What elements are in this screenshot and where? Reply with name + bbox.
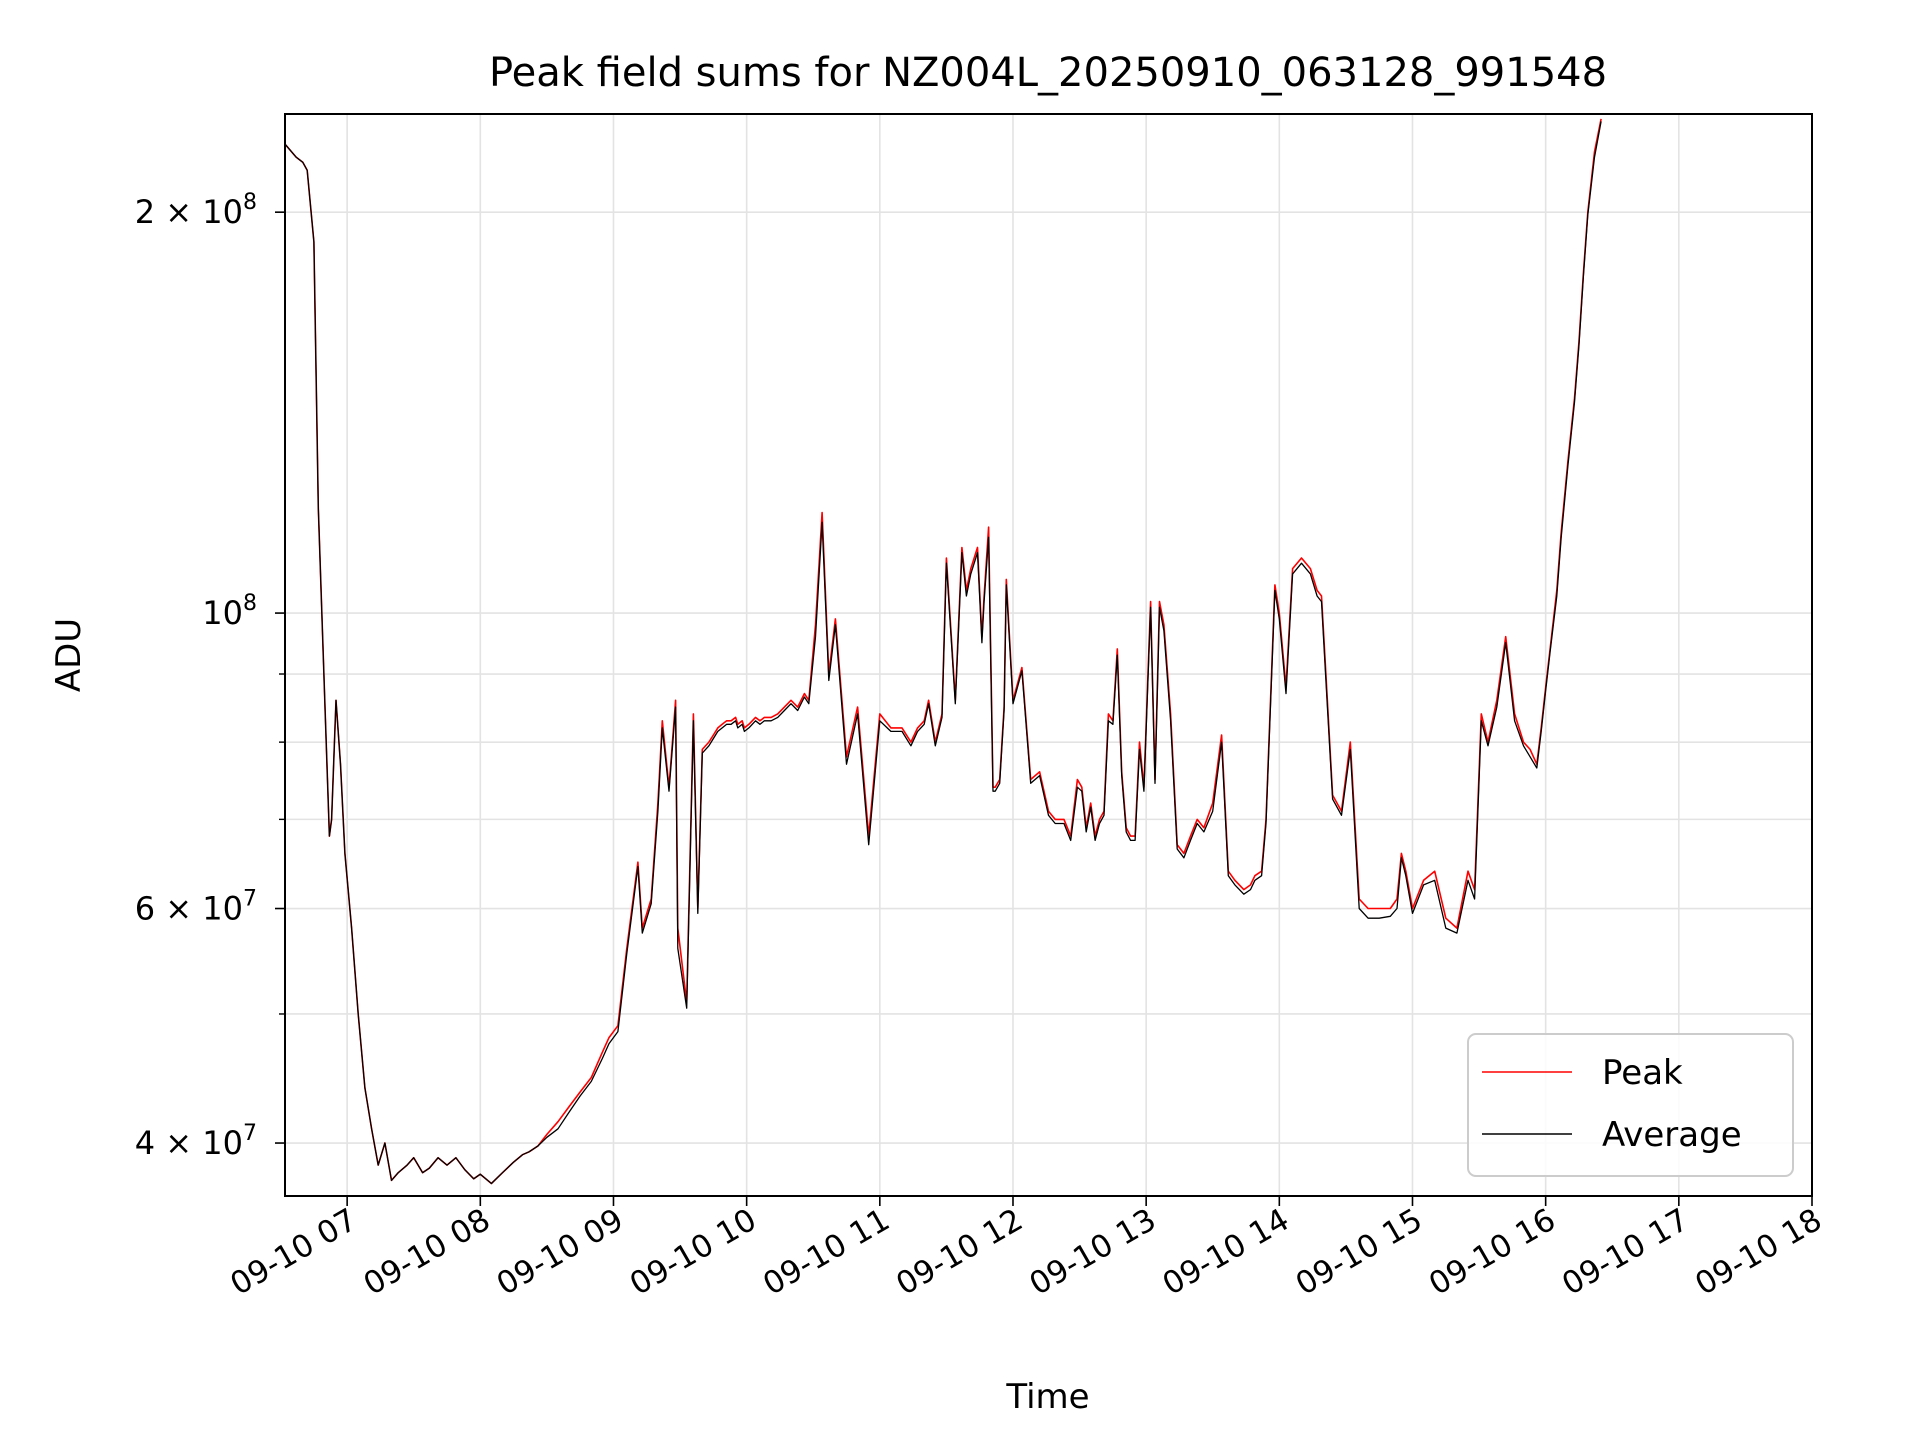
y-axis-label: ADU bbox=[49, 618, 89, 692]
y-tick-label: 108 bbox=[202, 591, 257, 632]
series-group bbox=[285, 118, 1602, 1185]
series-line-average bbox=[285, 121, 1602, 1185]
plot-area bbox=[285, 114, 1812, 1196]
plot-frame bbox=[284, 113, 1813, 1197]
legend: Peak Average bbox=[1467, 1033, 1794, 1177]
chart-title: Peak field sums for NZ004L_20250910_0631… bbox=[489, 50, 1607, 96]
y-tick-label: 2 × 108 bbox=[135, 190, 257, 231]
y-tick-label: 6 × 107 bbox=[135, 887, 257, 928]
legend-box bbox=[1467, 1033, 1794, 1177]
x-axis-label: Time bbox=[1005, 1377, 1089, 1417]
legend-label-average: Average bbox=[1602, 1115, 1742, 1155]
y-axis: 4 × 107 6 × 107 108 2 × 108 bbox=[135, 190, 285, 1162]
legend-label-peak: Peak bbox=[1602, 1053, 1683, 1093]
y-tick-label: 4 × 107 bbox=[135, 1121, 257, 1162]
